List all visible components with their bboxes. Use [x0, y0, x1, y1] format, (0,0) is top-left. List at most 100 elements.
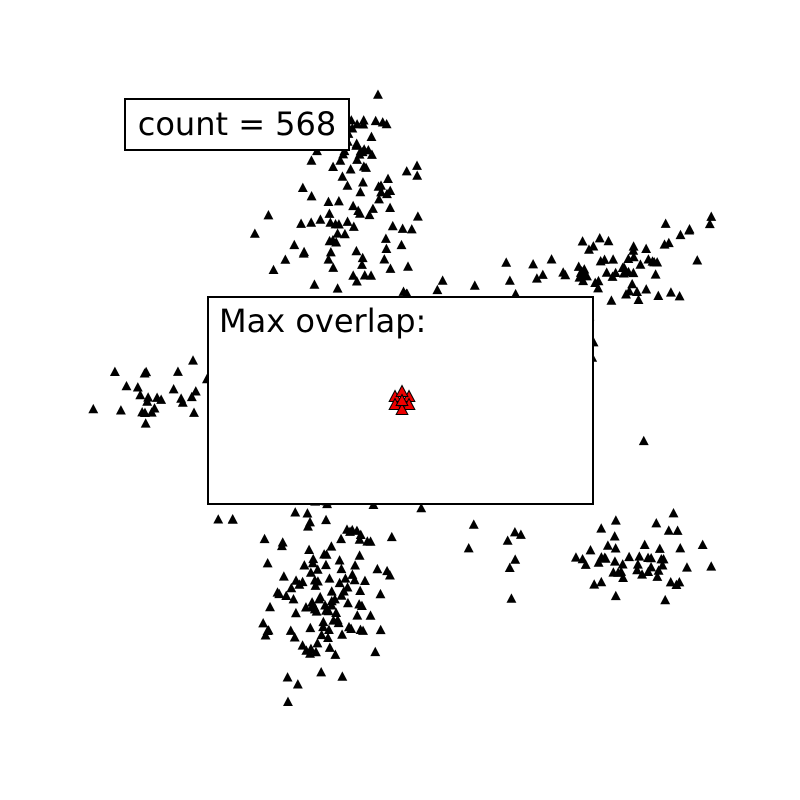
scatter-marker	[628, 251, 639, 262]
scatter-marker	[704, 218, 715, 229]
max-overlap-panel: Max overlap:	[207, 296, 594, 505]
scatter-marker	[375, 624, 386, 635]
scatter-marker	[323, 624, 334, 635]
scatter-marker	[109, 366, 120, 377]
scatter-marker	[358, 177, 368, 187]
scatter-marker	[354, 534, 365, 544]
max-overlap-title: Max overlap:	[219, 302, 427, 340]
scatter-marker	[632, 559, 643, 569]
scatter-marker	[634, 551, 645, 561]
scatter-marker	[595, 255, 606, 266]
scatter-marker	[602, 540, 613, 550]
scatter-marker	[337, 671, 348, 681]
scatter-marker	[139, 368, 150, 378]
scatter-marker	[294, 579, 305, 589]
scatter-marker	[373, 89, 383, 99]
scatter-marker	[286, 582, 297, 593]
scatter-marker	[654, 543, 665, 553]
scatter-marker	[558, 267, 569, 277]
scatter-marker	[646, 552, 657, 563]
scatter-marker	[501, 257, 512, 267]
scatter-marker	[396, 239, 407, 250]
scatter-marker	[319, 549, 330, 559]
scatter-marker	[172, 366, 183, 376]
scatter-marker	[352, 119, 363, 129]
scatter-marker	[589, 579, 600, 589]
scatter-marker	[362, 536, 373, 546]
scatter-marker	[675, 229, 686, 240]
scatter-marker	[653, 290, 664, 301]
scatter-marker	[342, 180, 353, 190]
scatter-marker	[596, 523, 607, 533]
scatter-marker	[309, 279, 320, 289]
scatter-marker	[324, 642, 335, 652]
scatter-marker	[406, 224, 417, 234]
scatter-marker	[227, 513, 238, 524]
scatter-marker	[358, 115, 369, 125]
scatter-marker	[312, 637, 323, 648]
scatter-marker	[305, 622, 316, 633]
scatter-marker	[320, 600, 331, 610]
scatter-marker	[149, 403, 160, 413]
scatter-marker	[619, 262, 629, 272]
scatter-marker	[310, 580, 321, 590]
scatter-marker	[333, 195, 344, 206]
scatter-marker	[606, 295, 617, 305]
scatter-marker	[582, 271, 592, 281]
scatter-marker	[309, 601, 320, 612]
scatter-marker	[324, 573, 335, 583]
scatter-marker	[213, 514, 224, 524]
scatter-marker	[290, 607, 301, 618]
scatter-marker	[365, 610, 376, 620]
scatter-marker	[268, 264, 279, 275]
scatter-marker	[355, 186, 366, 197]
scatter-marker	[384, 570, 395, 580]
scatter-marker	[348, 221, 359, 231]
scatter-marker	[510, 288, 521, 299]
scatter-marker	[403, 261, 413, 271]
scatter-marker	[301, 645, 312, 655]
scatter-marker	[263, 209, 274, 220]
scatter-marker	[336, 563, 347, 574]
scatter-marker	[318, 621, 329, 632]
scatter-marker	[331, 607, 342, 617]
count-label-box: count = 568	[124, 98, 350, 151]
scatter-marker	[342, 597, 353, 608]
scatter-marker	[412, 170, 423, 180]
scatter-marker	[282, 672, 293, 682]
scatter-marker	[528, 258, 539, 269]
scatter-marker	[345, 164, 356, 174]
scatter-marker	[358, 625, 369, 635]
scatter-marker	[668, 508, 679, 518]
scatter-marker	[336, 533, 347, 544]
scatter-marker	[323, 196, 334, 206]
scatter-marker	[463, 542, 474, 553]
scatter-marker	[176, 393, 187, 403]
scatter-marker	[510, 554, 521, 564]
scatter-marker	[618, 268, 629, 278]
scatter-marker	[641, 243, 652, 254]
scatter-marker	[652, 257, 663, 267]
scatter-marker	[330, 649, 341, 659]
scatter-marker	[641, 284, 652, 294]
scatter-marker	[635, 259, 646, 269]
scatter-marker	[706, 561, 717, 571]
scatter-marker	[292, 679, 303, 689]
scatter-marker	[348, 200, 359, 211]
scatter-marker	[594, 233, 605, 243]
scatter-marker	[280, 254, 291, 264]
scatter-marker	[437, 275, 448, 285]
scatter-marker	[296, 218, 307, 228]
scatter-marker	[652, 571, 663, 581]
scatter-marker	[363, 144, 374, 155]
scatter-marker	[617, 559, 628, 569]
scatter-marker	[580, 559, 591, 569]
scatter-marker	[638, 435, 649, 446]
scatter-marker	[308, 553, 319, 564]
scatter-marker	[574, 272, 585, 282]
scatter-marker	[402, 288, 413, 299]
scatter-marker	[665, 287, 676, 297]
scatter-marker	[504, 275, 515, 285]
scatter-marker	[348, 270, 359, 280]
scatter-marker	[588, 241, 599, 251]
